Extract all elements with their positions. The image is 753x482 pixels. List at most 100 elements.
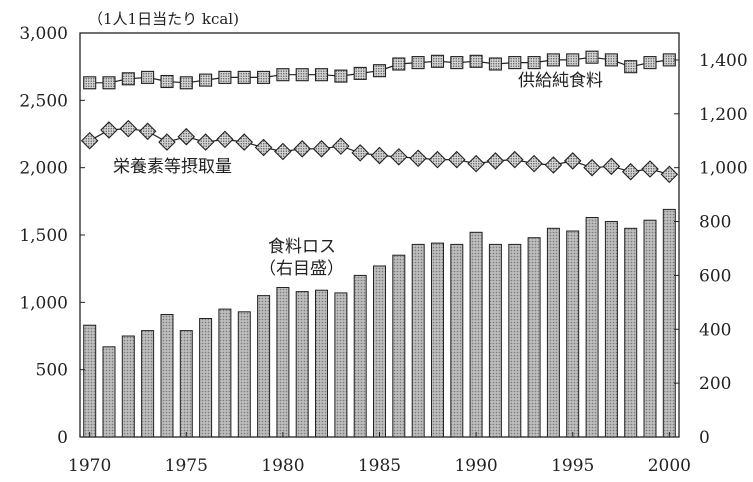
supply-marker-1994 xyxy=(546,53,560,67)
y-left-tick-label: 3,000 xyxy=(19,24,68,44)
loss-bar-1996 xyxy=(585,217,599,438)
loss-bar-1978 xyxy=(237,311,251,438)
intake-marker-1975 xyxy=(177,127,196,146)
intake-series-label: 栄養素等摂取量 xyxy=(113,157,232,177)
supply-marker-1972 xyxy=(121,72,135,86)
supply-marker-1985 xyxy=(372,64,387,78)
y-left-tick-label: 2,000 xyxy=(19,159,68,179)
intake-marker-1981 xyxy=(293,140,311,158)
loss-bar-1974 xyxy=(160,314,174,438)
intake-marker-1980 xyxy=(274,142,292,161)
loss-bar-1980 xyxy=(276,287,290,438)
supply-marker-1990 xyxy=(469,54,483,68)
intake-marker-1972 xyxy=(119,119,138,138)
x-tick-label: 1985 xyxy=(358,456,401,476)
loss-bar-1990 xyxy=(469,231,483,438)
supply-marker-1970 xyxy=(83,76,97,90)
x-tick-label: 1990 xyxy=(454,456,497,476)
intake-marker-1994 xyxy=(544,156,563,174)
loss-bar-2000 xyxy=(662,208,676,438)
intake-marker-1978 xyxy=(235,133,254,151)
loss-bar-1986 xyxy=(392,254,406,438)
x-tick-label: 1975 xyxy=(165,456,208,476)
y-right-tick-label: 600 xyxy=(699,266,731,286)
supply-marker-1981 xyxy=(295,68,309,82)
supply-marker-1984 xyxy=(353,66,367,80)
intake-marker-1986 xyxy=(390,148,408,166)
loss-bar-1979 xyxy=(257,295,271,438)
loss-bar-1997 xyxy=(604,221,618,438)
loss-bar-1989 xyxy=(450,243,464,438)
y-right-tick-label: 200 xyxy=(699,374,731,394)
supply-marker-1997 xyxy=(604,53,618,67)
intake-marker-1971 xyxy=(100,121,118,139)
y-right-tick-label: 1,400 xyxy=(699,51,748,71)
loss-bar-1977 xyxy=(218,308,232,438)
supply-marker-1991 xyxy=(488,57,502,71)
loss-bar-1982 xyxy=(315,289,328,438)
loss-series-axis-note: （右目盛） xyxy=(259,259,344,279)
loss-bar-1981 xyxy=(295,291,309,438)
supply-marker-1974 xyxy=(160,74,174,89)
loss-bar-1993 xyxy=(527,237,541,438)
x-tick-label: 1980 xyxy=(261,456,304,476)
supply-marker-1992 xyxy=(508,56,522,70)
x-tick-label: 2000 xyxy=(648,456,691,476)
loss-bar-1983 xyxy=(334,292,348,438)
loss-bar-1972 xyxy=(121,335,135,438)
supply-marker-1989 xyxy=(450,56,464,70)
intake-marker-1991 xyxy=(486,152,505,170)
supply-marker-1976 xyxy=(199,73,213,87)
intake-marker-2000 xyxy=(660,165,679,184)
supply-marker-1975 xyxy=(179,76,193,90)
loss-bar-1984 xyxy=(353,274,367,438)
intake-marker-1995 xyxy=(563,152,582,170)
y-right-tick-label: 800 xyxy=(699,213,731,233)
intake-marker-1998 xyxy=(621,162,640,181)
supply-marker-1977 xyxy=(218,70,232,84)
intake-marker-1982 xyxy=(312,140,331,158)
supply-series-label: 供給純食料 xyxy=(518,71,603,91)
intake-marker-1973 xyxy=(138,122,157,141)
loss-bar-1985 xyxy=(373,265,386,438)
loss-bar-1987 xyxy=(411,243,425,438)
loss-bar-1991 xyxy=(488,243,502,438)
loss-series-label: 食料ロス xyxy=(268,237,336,257)
intake-marker-1987 xyxy=(409,149,427,168)
y-right-tick-label: 0 xyxy=(699,428,710,448)
supply-marker-1982 xyxy=(314,68,329,82)
y-left-tick-label: 500 xyxy=(36,361,68,381)
intake-marker-1990 xyxy=(467,154,485,173)
loss-bar-1970 xyxy=(83,324,97,438)
loss-bar-1998 xyxy=(624,227,638,438)
y-left-tick-label: 1,000 xyxy=(19,293,68,313)
intake-marker-1977 xyxy=(216,130,234,149)
supply-marker-1996 xyxy=(585,50,599,64)
x-tick-label: 1995 xyxy=(551,456,594,476)
y-right-tick-label: 1,200 xyxy=(699,105,748,125)
loss-bar-1971 xyxy=(102,346,116,438)
supply-marker-1980 xyxy=(276,68,290,82)
x-tick-label: 1970 xyxy=(68,456,111,476)
supply-marker-1973 xyxy=(141,70,155,84)
y-left-tick-label: 2,500 xyxy=(19,91,68,111)
supply-marker-1983 xyxy=(334,69,348,83)
intake-marker-1988 xyxy=(428,150,447,169)
x-ticks: 1970 1975 1980 1985 1990 1995 2000 xyxy=(68,432,691,476)
y-right-ticks: 0 200 400 600 800 1,000 1,200 1,400 xyxy=(674,51,748,448)
intake-marker-1984 xyxy=(351,144,369,162)
supply-marker-1979 xyxy=(257,70,271,84)
intake-marker-1997 xyxy=(602,157,621,176)
intake-marker-1999 xyxy=(641,160,659,178)
y-right-tick-label: 400 xyxy=(699,320,731,340)
intake-marker-1993 xyxy=(525,154,543,173)
loss-bar-1995 xyxy=(566,230,580,438)
y-left-tick-label: 0 xyxy=(57,428,68,448)
unit-label: （1人1日当たり kcal) xyxy=(88,10,239,28)
loss-bar-1988 xyxy=(431,242,444,438)
loss-bar-1999 xyxy=(643,219,657,438)
supply-marker-2000 xyxy=(662,53,676,67)
intake-marker-1974 xyxy=(158,133,176,151)
supply-marker-1978 xyxy=(237,70,251,84)
